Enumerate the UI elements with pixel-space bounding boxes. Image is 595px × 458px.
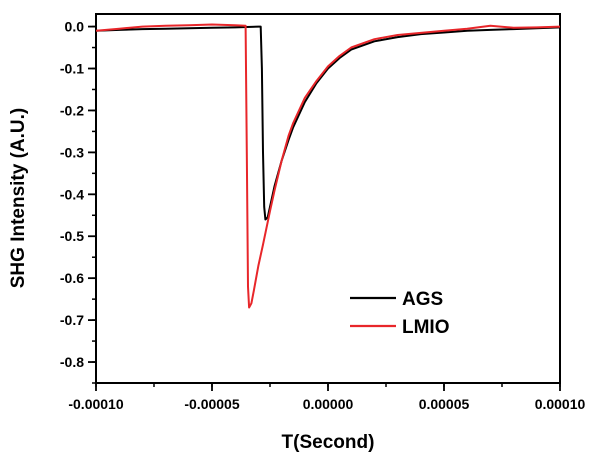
- legend: AGS LMIO: [350, 289, 450, 338]
- y-tick-label: -0.6: [60, 270, 84, 286]
- x-tick-label: 0.00005: [419, 396, 470, 412]
- y-axis-ticks: 0.0 -0.1 -0.2 -0.3 -0.4 -0.5 -0.6 -0.7 -0.8: [60, 19, 96, 384]
- legend-label-lmio: LMIO: [402, 317, 450, 338]
- x-axis-ticks: -0.00010 -0.00005 0.00000 0.00005 0.00010: [68, 383, 586, 412]
- y-axis-title: SHG Intensity (A.U.): [8, 108, 29, 289]
- y-tick-label: -0.8: [60, 354, 84, 370]
- series-line-lmio: [95, 23, 561, 309]
- legend-label-ags: AGS: [402, 289, 443, 310]
- y-tick-label: -0.4: [60, 186, 84, 202]
- y-tick-label: 0.0: [65, 19, 85, 35]
- x-tick-label: -0.00010: [68, 396, 123, 412]
- series-line-ags: [95, 25, 561, 221]
- y-tick-label: -0.1: [60, 61, 84, 77]
- x-tick-label: 0.00000: [303, 396, 354, 412]
- x-axis-title: T(Second): [282, 432, 375, 453]
- series-layer: [95, 23, 561, 309]
- x-tick-label: -0.00005: [184, 396, 239, 412]
- x-tick-label: 0.00010: [535, 396, 586, 412]
- y-tick-label: -0.5: [60, 228, 84, 244]
- y-tick-label: -0.3: [60, 144, 84, 160]
- y-tick-label: -0.2: [60, 102, 84, 118]
- y-tick-label: -0.7: [60, 312, 84, 328]
